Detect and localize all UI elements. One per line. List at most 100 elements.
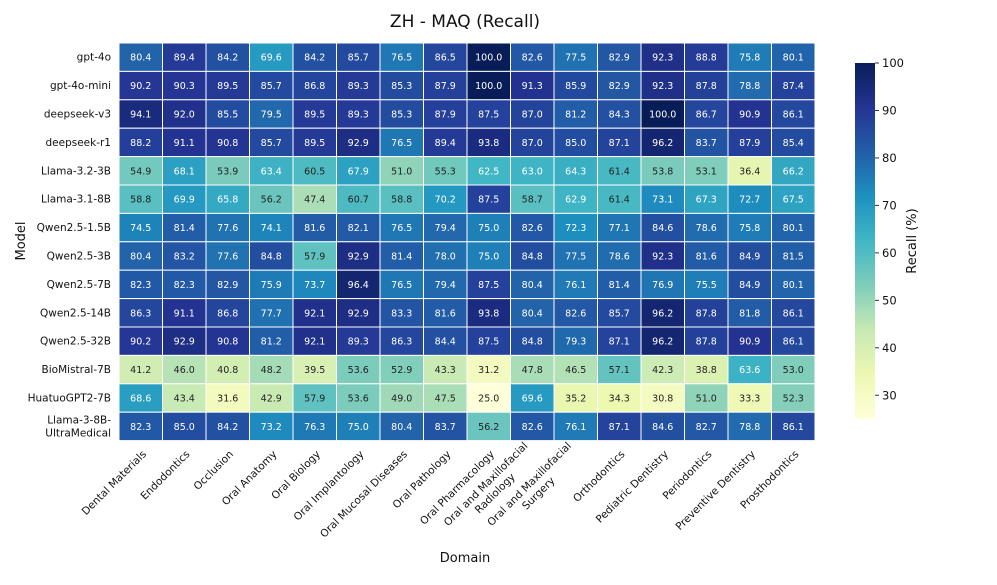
cell-value-label: 85.3	[391, 110, 412, 121]
heatmap-cell	[205, 411, 250, 442]
cell-value-label: 72.3	[565, 223, 586, 234]
heatmap-cell	[553, 354, 598, 385]
cell-value-label: 46.5	[565, 365, 586, 376]
cell-value-label: 63.0	[522, 166, 543, 177]
cell-value-label: 80.4	[522, 280, 543, 291]
heatmap-cell	[162, 326, 207, 356]
heatmap-cell	[597, 156, 642, 186]
heatmap-cell	[205, 212, 250, 243]
heatmap-cell	[553, 241, 598, 271]
heatmap-cell	[336, 42, 381, 72]
heatmap-cell	[771, 99, 816, 129]
cell-value-label: 82.6	[565, 308, 586, 319]
cell-value-label: 79.3	[565, 337, 586, 348]
heatmap-cells: 80.4 89.4 84.2 69.6 84.2 85.7 76.5 86.5 100.0 82.…	[118, 42, 816, 442]
cell-value-label: 60.7	[348, 195, 369, 206]
cell-value-label: 92.9	[348, 252, 369, 263]
cell-value-label: 92.3	[652, 81, 673, 92]
cell-value-label: 87.0	[522, 110, 543, 121]
cell-value-label: 86.3	[391, 337, 412, 348]
cell-value-label: 91.1	[174, 308, 195, 319]
cell-value-label: 85.7	[261, 81, 282, 92]
cell-value-label: 77.6	[217, 252, 238, 263]
cell-value-label: 82.7	[696, 422, 717, 433]
cell-value-label: 81.4	[609, 280, 630, 291]
cell-value-label: 93.8	[478, 138, 499, 149]
heatmap-cell	[771, 269, 816, 300]
model-tick-label: gpt-4o	[77, 52, 111, 64]
cell-value-label: 43.3	[435, 365, 456, 376]
colorbar	[855, 63, 875, 419]
cell-value-label: 80.4	[522, 308, 543, 319]
heatmap-cell	[684, 383, 729, 413]
heatmap-cell	[553, 411, 598, 442]
heatmap-cell	[510, 156, 555, 186]
cell-value-label: 53.8	[652, 166, 673, 177]
heatmap-cell	[423, 326, 468, 356]
cell-value-label: 87.8	[696, 308, 717, 319]
cell-value-label: 49.0	[391, 394, 412, 405]
cell-value-label: 31.6	[217, 394, 238, 405]
cell-value-label: 58.7	[522, 195, 543, 206]
model-tick-label: Llama-3.1-8B	[41, 194, 111, 206]
cell-value-label: 46.0	[174, 365, 195, 376]
heatmap-cell	[597, 70, 642, 101]
heatmap-cell	[162, 70, 207, 101]
heatmap-cell	[597, 42, 642, 72]
heatmap-cell	[684, 269, 729, 300]
heatmap-cell	[336, 212, 381, 243]
heatmap-cell	[249, 298, 294, 328]
heatmap-cell	[423, 411, 468, 442]
cell-value-label: 53.0	[783, 365, 804, 376]
cell-value-label: 77.6	[217, 223, 238, 234]
heatmap-cell	[205, 354, 250, 385]
cell-value-label: 86.7	[696, 110, 717, 121]
cell-value-label: 88.2	[130, 138, 151, 149]
cell-value-label: 89.3	[348, 81, 369, 92]
heatmap-cell	[292, 184, 337, 214]
heatmap-cell	[336, 354, 381, 385]
heatmap-cell	[379, 241, 424, 271]
cell-value-label: 86.1	[783, 422, 804, 433]
heatmap-cell	[249, 70, 294, 101]
cell-value-label: 67.9	[348, 166, 369, 177]
cell-value-label: 42.3	[652, 365, 673, 376]
heatmap-cell	[162, 212, 207, 243]
heatmap-cell	[466, 411, 511, 442]
heatmap-cell	[249, 99, 294, 129]
heatmap-cell	[249, 411, 294, 442]
model-tick-label: Qwen2.5-14B	[40, 307, 111, 319]
cell-value-label: 80.1	[783, 280, 804, 291]
cell-value-label: 82.9	[609, 81, 630, 92]
cell-value-label: 87.8	[696, 81, 717, 92]
cell-value-label: 92.1	[304, 337, 325, 348]
cell-value-label: 58.8	[391, 195, 412, 206]
heatmap-cell	[553, 127, 598, 158]
cell-value-label: 76.1	[565, 280, 586, 291]
cell-value-label: 84.8	[261, 252, 282, 263]
cell-value-label: 76.1	[565, 422, 586, 433]
cell-value-label: 84.9	[739, 252, 760, 263]
cell-value-label: 53.6	[348, 365, 369, 376]
cell-value-label: 87.9	[435, 110, 456, 121]
cell-value-label: 77.1	[609, 223, 630, 234]
cell-value-label: 100.0	[475, 81, 502, 92]
heatmap-cell	[684, 42, 729, 72]
heatmap-cell	[466, 212, 511, 243]
cell-value-label: 76.9	[652, 280, 673, 291]
heatmap-cell	[597, 354, 642, 385]
heatmap-cell	[553, 184, 598, 214]
cell-value-label: 57.9	[304, 252, 325, 263]
cell-value-label: 83.7	[696, 138, 717, 149]
y-axis-label: Model	[14, 221, 29, 260]
cell-value-label: 90.8	[217, 138, 238, 149]
heatmap-cell	[423, 42, 468, 72]
cell-value-label: 91.1	[174, 138, 195, 149]
cell-value-label: 89.3	[348, 337, 369, 348]
cell-value-label: 75.0	[478, 252, 499, 263]
cell-value-label: 55.3	[435, 166, 456, 177]
cell-value-label: 81.2	[565, 110, 586, 121]
cell-value-label: 52.9	[391, 365, 412, 376]
cell-value-label: 80.4	[130, 53, 151, 64]
cell-value-label: 53.1	[696, 166, 717, 177]
